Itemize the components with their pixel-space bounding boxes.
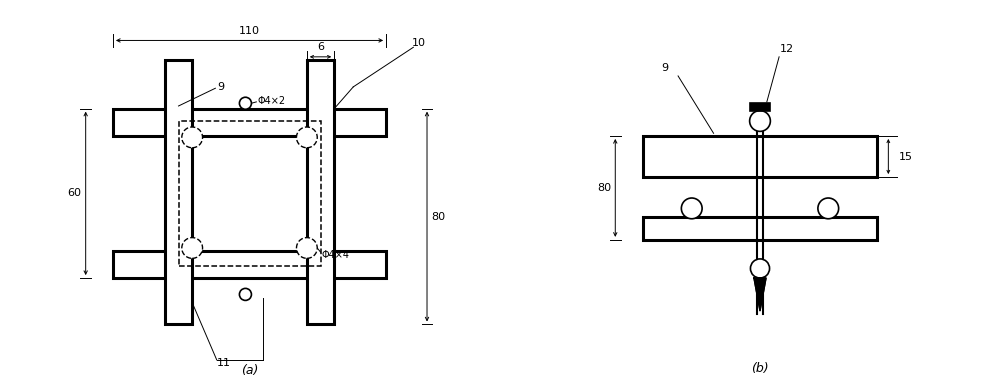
Bar xyxy=(113,109,386,136)
Bar xyxy=(113,251,386,278)
Circle shape xyxy=(182,127,203,148)
Circle shape xyxy=(681,198,702,219)
Text: 10: 10 xyxy=(412,38,426,48)
Bar xyxy=(750,103,770,111)
Text: 80: 80 xyxy=(597,183,611,193)
Circle shape xyxy=(750,111,770,131)
Text: 80: 80 xyxy=(431,212,445,222)
Bar xyxy=(643,217,877,240)
Text: Φ4×4: Φ4×4 xyxy=(322,250,350,260)
Bar xyxy=(643,136,877,177)
Bar xyxy=(165,60,192,324)
Circle shape xyxy=(296,127,317,148)
Circle shape xyxy=(239,288,251,300)
Circle shape xyxy=(818,198,839,219)
Text: 9: 9 xyxy=(217,82,224,92)
Text: 9: 9 xyxy=(661,63,668,73)
Text: (a): (a) xyxy=(241,364,258,377)
Text: 6: 6 xyxy=(317,42,324,52)
Circle shape xyxy=(296,238,317,258)
Text: 12: 12 xyxy=(780,44,794,54)
Text: 110: 110 xyxy=(239,26,260,36)
Bar xyxy=(179,121,321,266)
Text: 11: 11 xyxy=(217,358,231,367)
Circle shape xyxy=(750,259,770,278)
Polygon shape xyxy=(754,278,766,311)
Text: (b): (b) xyxy=(751,362,769,375)
Text: 15: 15 xyxy=(899,152,913,162)
Circle shape xyxy=(182,238,203,258)
Circle shape xyxy=(239,97,251,109)
Text: 60: 60 xyxy=(68,189,82,199)
Text: Φ4×2: Φ4×2 xyxy=(258,96,286,106)
Bar xyxy=(307,60,334,324)
